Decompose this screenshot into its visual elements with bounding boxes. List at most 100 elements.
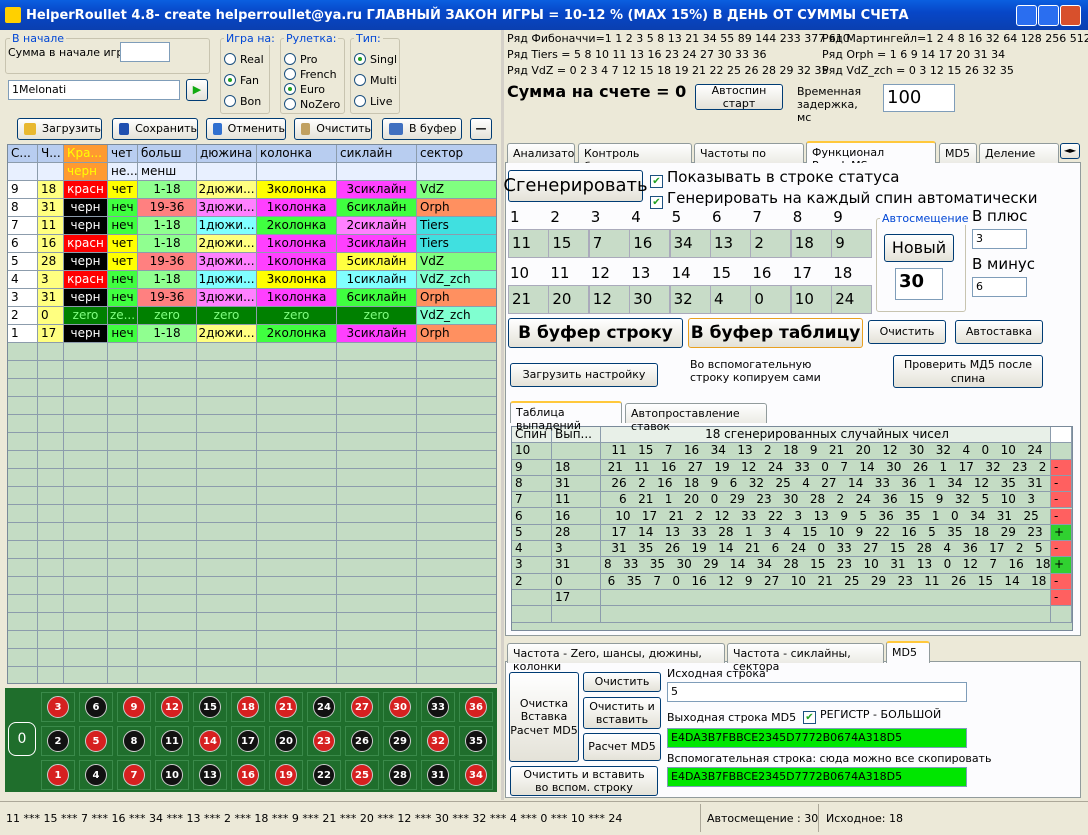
subtab[interactable]: Автопроставление ставок [625, 403, 767, 433]
number-cell[interactable]: 1 [41, 760, 75, 790]
subtab[interactable]: Таблица выпадений [510, 401, 622, 432]
md5-big-button[interactable]: Очистка Вставка Расчет MD5 [509, 672, 579, 762]
radio[interactable]: Live [354, 95, 392, 108]
number-cell[interactable]: 25 [345, 760, 379, 790]
md5-calc[interactable]: Расчет MD5 [583, 733, 661, 761]
label: Сумма в начале игры [8, 46, 133, 59]
number-cell[interactable]: 12 [155, 692, 189, 722]
number-cell[interactable]: 5 [79, 726, 113, 756]
close[interactable] [1060, 5, 1081, 26]
generate-button[interactable]: Сгенерировать [503, 170, 648, 202]
radio[interactable]: Pro [284, 53, 317, 66]
check-auto[interactable]: ✔ Генерировать на каждый спин автоматичес… [650, 189, 1038, 209]
minus-input[interactable]: 6 [972, 277, 1027, 297]
tab[interactable]: Деление ко... [979, 143, 1059, 163]
clear-button[interactable]: Очистить [868, 320, 946, 344]
start-sum-input[interactable] [120, 42, 170, 62]
tab[interactable]: Частоты по числам [694, 143, 804, 163]
number-cell[interactable]: 3 [41, 692, 75, 722]
number-cell[interactable]: 26 [345, 726, 379, 756]
radio[interactable]: Fan [224, 74, 259, 87]
toolbar-button[interactable]: Отменить [206, 118, 286, 140]
bottom-tab[interactable]: MD5 [886, 641, 930, 663]
collapse-button[interactable]: — [470, 118, 492, 140]
tab[interactable]: MD5 [939, 143, 977, 163]
number-cell[interactable]: 13 [193, 760, 227, 790]
toolbar-button[interactable]: Загрузить [17, 118, 102, 140]
toolbar-button[interactable]: Очистить [294, 118, 372, 140]
load-settings-button[interactable]: Загрузить настройку [510, 363, 658, 387]
plus-input[interactable]: 3 [972, 229, 1027, 249]
source-input[interactable]: 5 [667, 682, 967, 702]
number-value: 7 [588, 229, 630, 258]
autospin-button[interactable]: Автоспин старт [695, 84, 783, 110]
radio[interactable]: Euro [284, 83, 325, 96]
tab-scroll[interactable]: ◄► [1060, 143, 1080, 159]
number-cell[interactable]: 14 [193, 726, 227, 756]
copy-table-button[interactable]: В буфер таблицу [688, 318, 863, 348]
number-cell[interactable]: 22 [307, 760, 341, 790]
tab[interactable]: Контроль банкролла [578, 143, 692, 163]
number-cell[interactable]: 8 [117, 726, 151, 756]
subheader-cell: не... [108, 163, 138, 181]
number-cell[interactable]: 15 [193, 692, 227, 722]
number-cell[interactable]: 17 [231, 726, 265, 756]
number-cell[interactable]: 34 [459, 760, 493, 790]
radio[interactable]: NoZero [284, 98, 340, 111]
number-cell[interactable]: 30 [383, 692, 417, 722]
copy-row-button[interactable]: В буфер строку [508, 318, 683, 348]
grid-cell [138, 433, 197, 451]
number-cell[interactable]: 35 [459, 726, 493, 756]
minimize[interactable] [1016, 5, 1037, 26]
radio[interactable]: Bon [224, 95, 261, 108]
number-cell[interactable]: 6 [79, 692, 113, 722]
md5-clear-paste-aux[interactable]: Очистить и вставить во вспом. строку [510, 766, 658, 796]
check-md5-button[interactable]: Проверить МД5 после спина [893, 355, 1043, 388]
number-cell[interactable]: 19 [269, 760, 303, 790]
number-cell[interactable]: 9 [117, 692, 151, 722]
number-cell[interactable]: 32 [421, 726, 455, 756]
number-cell[interactable]: 20 [269, 726, 303, 756]
number-cell[interactable]: 18 [231, 692, 265, 722]
tab[interactable]: Функционал PsevdoMS [806, 141, 936, 163]
number-cell[interactable]: 24 [307, 692, 341, 722]
number-cell[interactable]: 23 [307, 726, 341, 756]
grid-cell: 3 [38, 271, 64, 289]
number-cell[interactable]: 28 [383, 760, 417, 790]
md5-clear[interactable]: Очистить [583, 672, 661, 692]
zero-cell[interactable]: 0 [8, 722, 36, 756]
table-cell: 26 2 16 18 9 6 32 25 4 27 14 33 36 1 34 … [601, 475, 1051, 493]
radio[interactable]: Real [224, 53, 264, 66]
md5-clear-paste[interactable]: Очистить и вставить [583, 697, 661, 729]
bottom-tab[interactable]: Частота - сиклайны, сектора [727, 643, 884, 673]
play-button[interactable]: ▶ [186, 79, 208, 101]
delay-input[interactable]: 100 [883, 84, 955, 112]
number-cell[interactable]: 11 [155, 726, 189, 756]
bottom-tab[interactable]: Частота - Zero, шансы, дюжины, колонки [507, 643, 725, 673]
check-status[interactable]: ✔ Показывать в строке статуса [650, 168, 900, 188]
radio[interactable]: Singl [354, 53, 397, 66]
case-check[interactable]: ✔ РЕГИСТР - БОЛЬШОЙ [803, 708, 941, 724]
combo[interactable]: 1Melonati [8, 80, 180, 100]
tab[interactable]: Анализатор [507, 143, 575, 163]
number-cell[interactable]: 31 [421, 760, 455, 790]
number-cell[interactable]: 29 [383, 726, 417, 756]
toolbar-button[interactable]: Сохранить [112, 118, 198, 140]
number-cell[interactable]: 2 [41, 726, 75, 756]
subheader-cell [8, 163, 38, 181]
number-cell[interactable]: 7 [117, 760, 151, 790]
toolbar-button[interactable]: В буфер [382, 118, 462, 140]
radio[interactable]: French [284, 68, 337, 81]
number-chip: 23 [313, 730, 335, 752]
number-cell[interactable]: 16 [231, 760, 265, 790]
new-button[interactable]: Новый [884, 234, 954, 262]
number-cell[interactable]: 4 [79, 760, 113, 790]
radio[interactable]: Multi [354, 74, 397, 87]
autobet-button[interactable]: Автоставка [955, 320, 1043, 344]
number-cell[interactable]: 21 [269, 692, 303, 722]
number-cell[interactable]: 10 [155, 760, 189, 790]
number-cell[interactable]: 36 [459, 692, 493, 722]
number-cell[interactable]: 27 [345, 692, 379, 722]
number-cell[interactable]: 33 [421, 692, 455, 722]
maximize[interactable] [1038, 5, 1059, 26]
